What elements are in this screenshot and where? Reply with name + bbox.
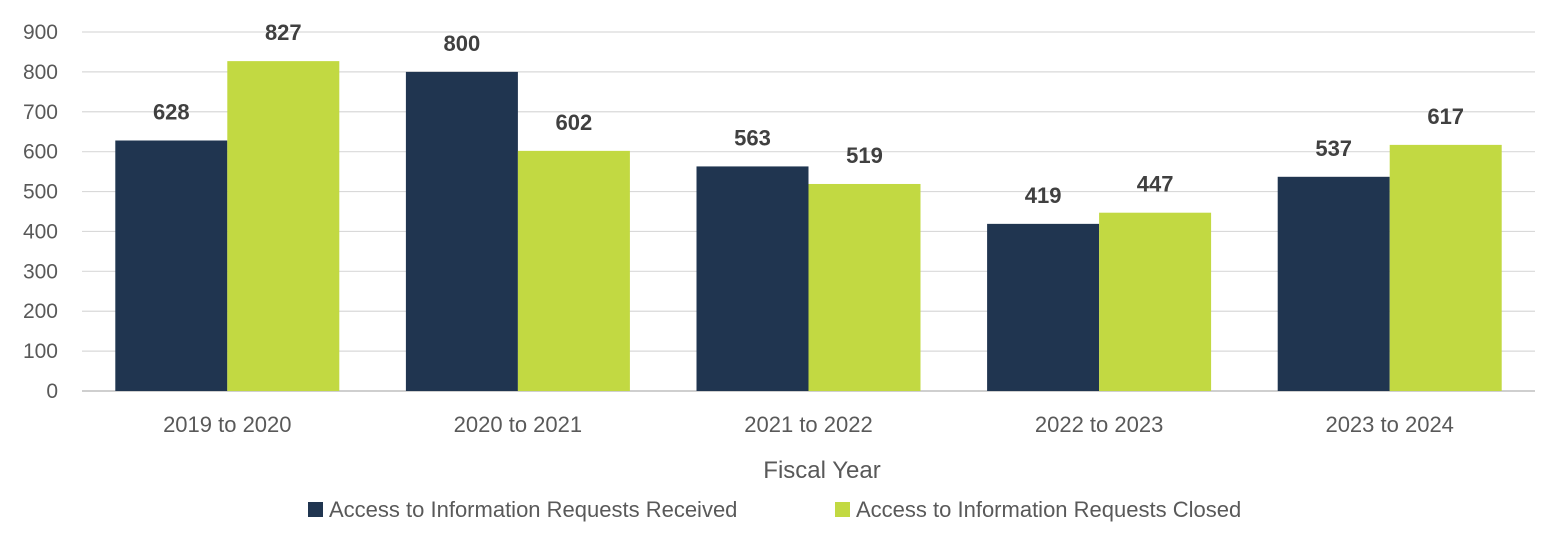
data-label: 447 xyxy=(1137,172,1174,197)
y-tick-label: 600 xyxy=(23,141,58,164)
bar-received xyxy=(405,71,518,391)
y-tick-label: 100 xyxy=(23,340,58,363)
x-tick-label: 2022 to 2023 xyxy=(1035,412,1163,437)
data-label: 617 xyxy=(1427,104,1464,129)
bars xyxy=(115,61,1502,391)
bar-closed xyxy=(808,183,921,391)
bar-received xyxy=(115,140,228,391)
legend-item: Access to Information Requests Closed xyxy=(835,497,1241,522)
bar-closed xyxy=(1099,212,1212,391)
x-tick-label: 2020 to 2021 xyxy=(454,412,582,437)
bar-closed xyxy=(1389,144,1502,391)
data-label: 800 xyxy=(444,31,481,56)
legend-label: Access to Information Requests Closed xyxy=(856,497,1241,522)
x-tick-label: 2019 to 2020 xyxy=(163,412,291,437)
y-tick-label: 0 xyxy=(46,380,58,403)
legend-swatch xyxy=(308,502,323,517)
y-tick-label: 200 xyxy=(23,300,58,323)
y-tick-label: 800 xyxy=(23,61,58,84)
data-label: 827 xyxy=(265,20,302,45)
bar-received xyxy=(696,166,809,391)
data-label: 628 xyxy=(153,99,190,124)
legend-label: Access to Information Requests Received xyxy=(329,497,737,522)
y-axis-ticks: 0 100 200 300 400 500 600 700 800 900 xyxy=(23,21,58,403)
y-tick-label: 500 xyxy=(23,181,58,204)
data-label: 519 xyxy=(846,143,883,168)
data-label: 602 xyxy=(556,110,593,135)
y-tick-label: 300 xyxy=(23,260,58,283)
y-tick-label: 700 xyxy=(23,101,58,124)
x-tick-label: 2021 to 2022 xyxy=(744,412,872,437)
data-label: 537 xyxy=(1315,136,1352,161)
y-tick-label: 900 xyxy=(23,21,58,44)
data-label: 563 xyxy=(734,125,771,150)
bar-closed xyxy=(517,150,630,391)
x-axis-ticks: 2019 to 2020 2020 to 2021 2021 to 2022 2022… xyxy=(163,412,1454,437)
legend: Access to Information Requests Received A… xyxy=(308,497,1241,522)
legend-item: Access to Information Requests Received xyxy=(308,497,737,522)
x-axis-title: Fiscal Year xyxy=(763,457,880,484)
y-tick-label: 400 xyxy=(23,220,58,243)
data-labels: 628 827 800 602 563 519 419 447 537 617 xyxy=(153,20,1464,208)
bar-received xyxy=(987,223,1100,391)
data-label: 419 xyxy=(1025,183,1062,208)
bar-closed xyxy=(227,61,340,391)
x-tick-label: 2023 to 2024 xyxy=(1325,412,1453,437)
legend-swatch xyxy=(835,502,850,517)
bar-received xyxy=(1277,176,1390,391)
